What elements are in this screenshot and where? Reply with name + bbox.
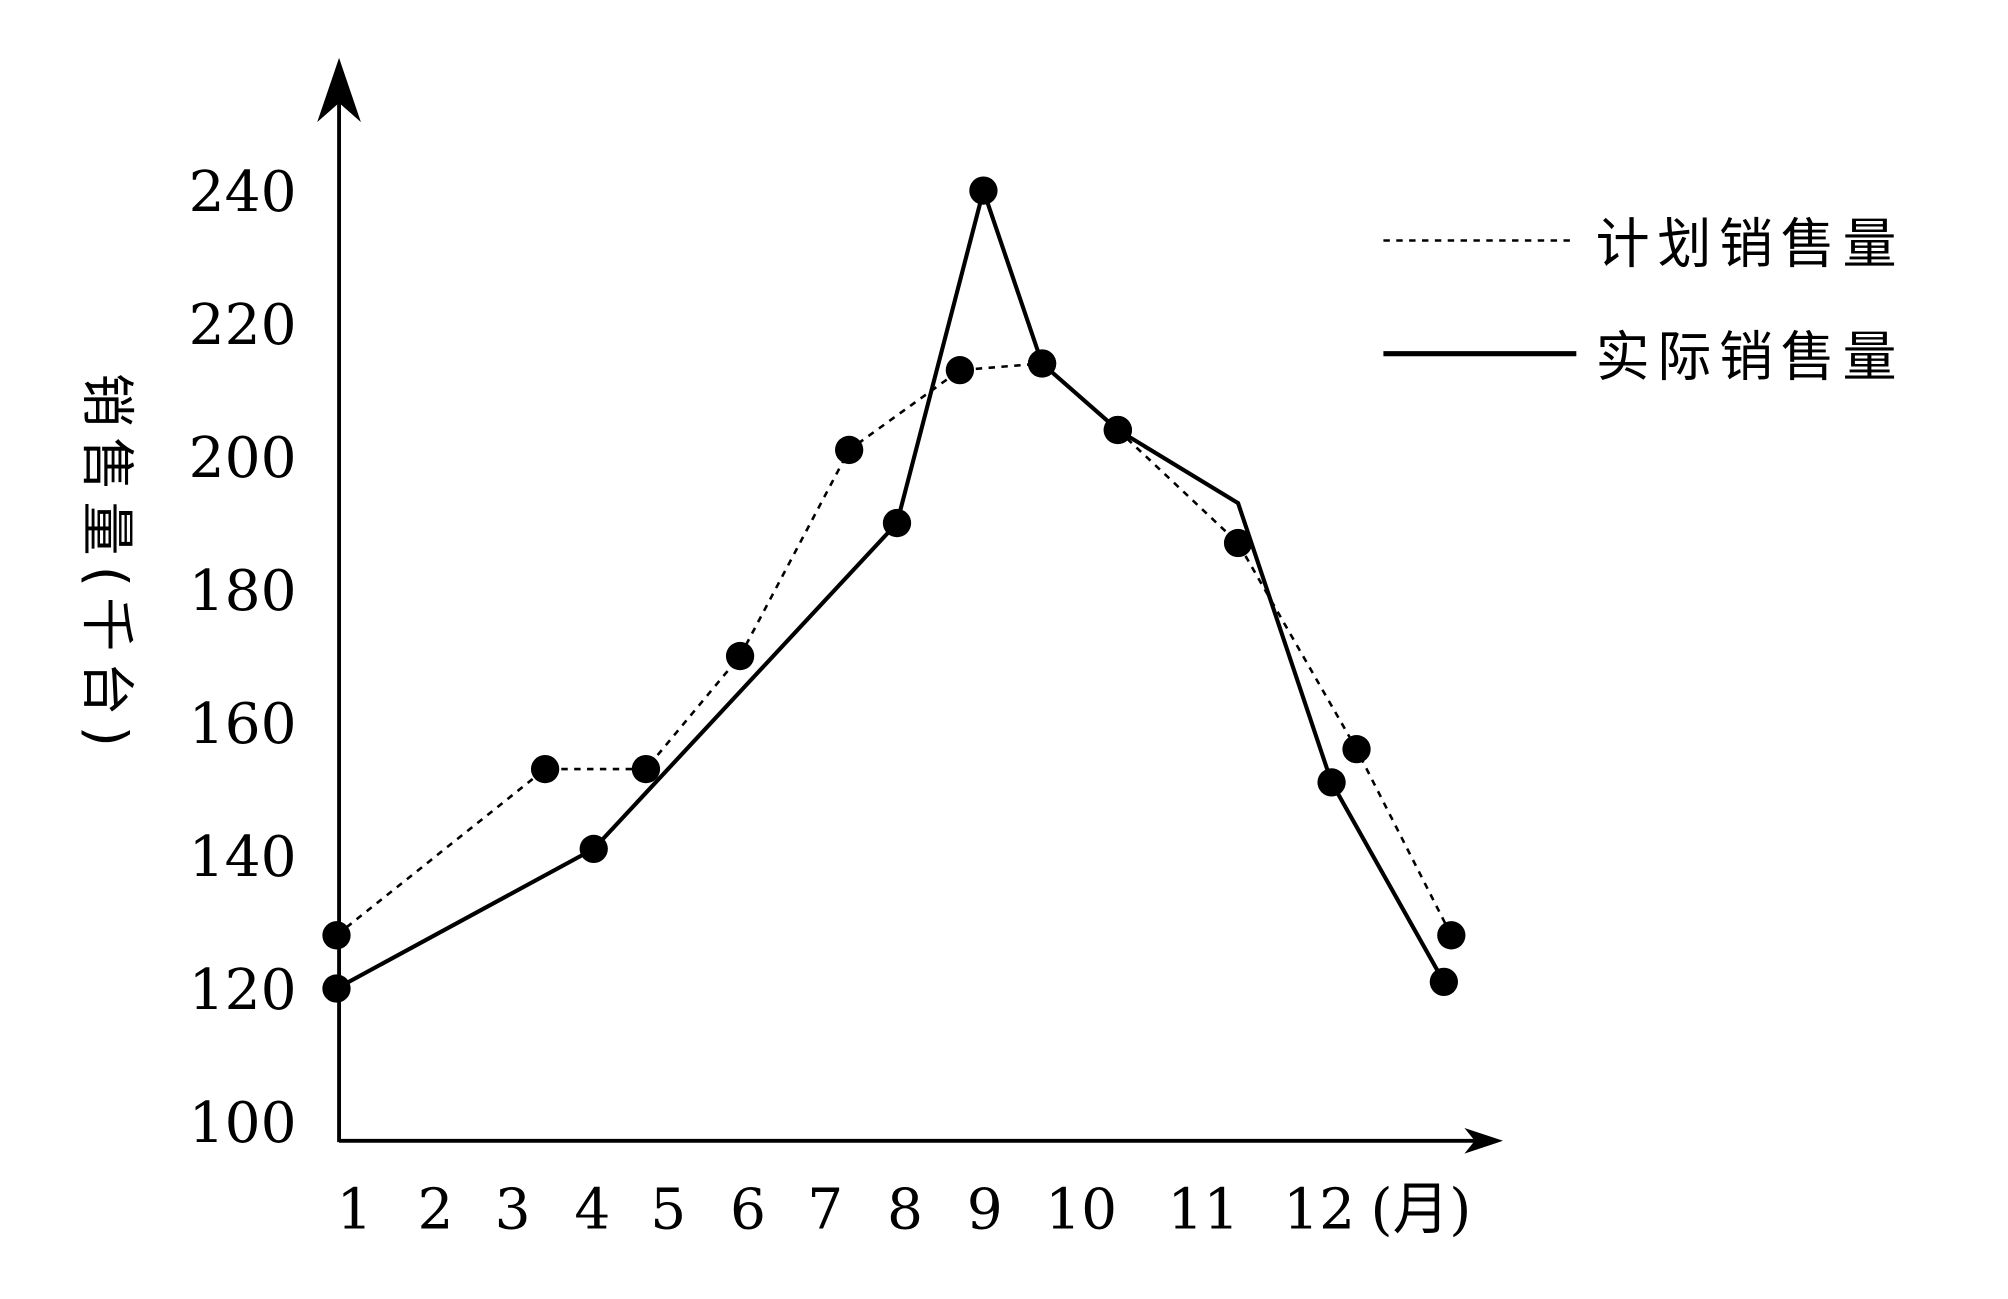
x-axis-arrow <box>1464 1127 1504 1154</box>
y-tick-label: 200 <box>189 425 297 491</box>
data-point <box>835 435 864 465</box>
data-point <box>945 355 975 385</box>
data-point <box>1103 415 1132 445</box>
data-point <box>530 754 560 784</box>
series-line <box>335 362 1453 937</box>
x-tick-label: 6 <box>730 1176 766 1242</box>
series-line <box>335 183 1446 991</box>
x-tick-label: 4 <box>574 1176 610 1242</box>
y-tick-label: 160 <box>189 691 297 757</box>
data-point <box>882 508 912 538</box>
x-tick-label: 10 <box>1045 1176 1117 1242</box>
axes <box>317 57 1504 1154</box>
data-point <box>322 974 351 1003</box>
y-tick-labels: 100 120 140 160 180 200 220 240 <box>189 159 297 1156</box>
data-point <box>631 754 661 784</box>
series-group <box>322 176 1466 1003</box>
data-point <box>322 921 351 950</box>
data-point <box>1223 528 1253 558</box>
data-point <box>1437 921 1466 950</box>
y-tick-label: 180 <box>189 558 297 624</box>
legend-label: 计划销售量 <box>1596 212 1905 275</box>
x-tick-labels: 1 2 3 4 5 6 7 8 9 10 11 12 <box>337 1176 1356 1242</box>
x-tick-label: 7 <box>807 1176 843 1242</box>
legend-label: 实际销售量 <box>1596 326 1905 389</box>
y-axis-arrow <box>317 57 361 123</box>
x-tick-label: 11 <box>1167 1176 1239 1242</box>
x-tick-label: 5 <box>650 1176 686 1242</box>
data-point <box>1317 768 1346 797</box>
x-tick-label: 9 <box>967 1176 1003 1242</box>
y-tick-label: 140 <box>189 824 297 890</box>
y-tick-label: 220 <box>189 292 297 358</box>
series-planned <box>322 349 1466 950</box>
data-point <box>1342 735 1371 764</box>
y-tick-label: 100 <box>189 1090 297 1156</box>
data-point <box>1429 967 1459 997</box>
y-tick-label: 120 <box>189 957 297 1023</box>
series-actual <box>322 176 1459 1003</box>
x-tick-label: 2 <box>418 1176 454 1242</box>
x-tick-label: 1 <box>337 1176 373 1242</box>
data-point <box>725 641 755 671</box>
y-tick-label: 240 <box>189 159 297 225</box>
x-axis-unit: (月) <box>1371 1176 1472 1242</box>
data-point <box>579 834 608 864</box>
data-point <box>1027 349 1057 378</box>
x-tick-label: 3 <box>495 1176 531 1242</box>
y-axis-label-text: 销售量(千台) <box>75 373 138 757</box>
data-point <box>969 176 998 205</box>
y-axis-label: 销售量(千台) <box>75 373 138 757</box>
x-tick-label: 8 <box>887 1176 923 1242</box>
x-tick-label: 12 <box>1283 1176 1355 1242</box>
